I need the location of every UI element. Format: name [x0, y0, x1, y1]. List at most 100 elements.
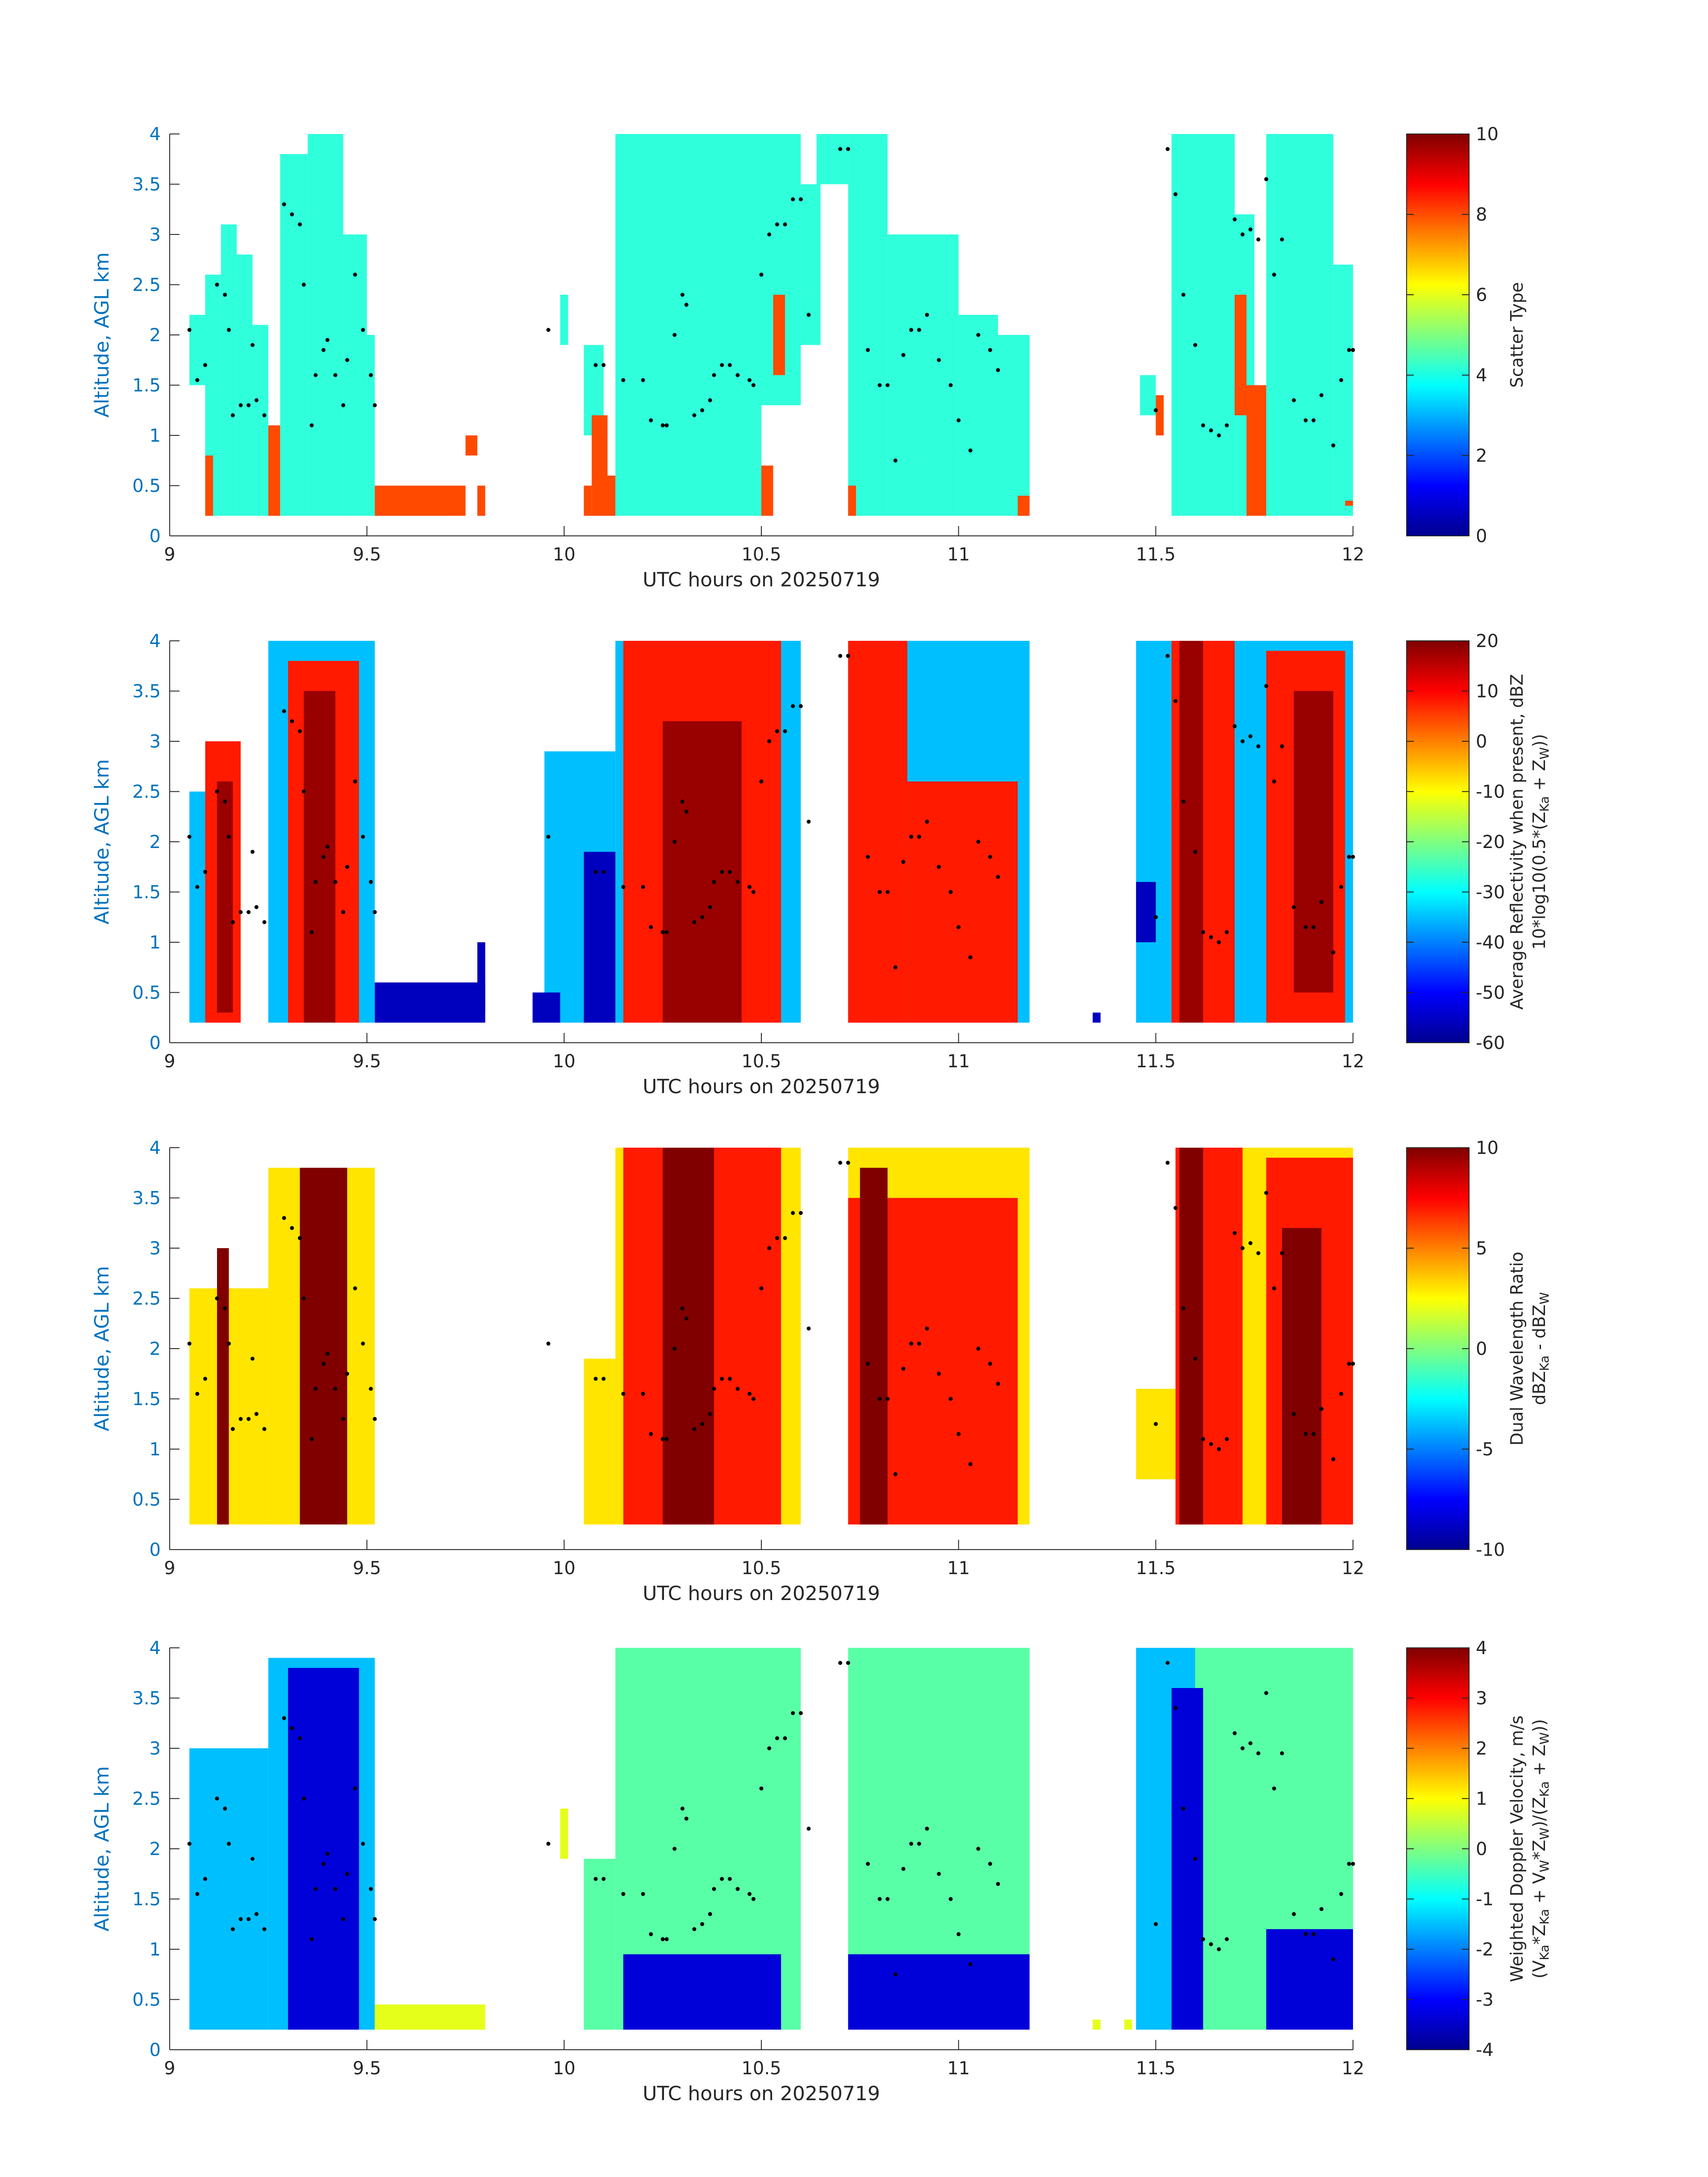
overlay-point [301, 1797, 306, 1801]
overlay-point [282, 1716, 286, 1720]
heatmap-cell [1171, 134, 1187, 516]
x-tick-label: 10.5 [741, 2058, 781, 2079]
overlay-point [215, 1296, 219, 1300]
overlay-point [1264, 1191, 1269, 1195]
overlay-point [223, 799, 227, 804]
heatmap-cell [532, 992, 560, 1023]
x-tick-label: 10.5 [741, 1558, 781, 1579]
overlay-point [775, 1736, 779, 1740]
heatmap-cell [584, 852, 616, 1023]
overlay-point [369, 880, 373, 884]
panel-3-colorbar-label-line2: dBZKa - dBZW [1529, 1292, 1552, 1405]
overlay-point [664, 1437, 669, 1441]
label-subscript: Ka [1537, 1909, 1552, 1925]
overlay-point [1351, 1862, 1355, 1866]
overlay-point [672, 1847, 677, 1851]
overlay-point [641, 1391, 645, 1396]
overlay-point [720, 1377, 724, 1381]
overlay-point [684, 810, 689, 814]
overlay-point [1280, 1251, 1284, 1255]
y-tick-label: 3 [150, 1738, 161, 1759]
overlay-point [345, 1872, 349, 1876]
overlay-point [246, 403, 251, 407]
y-tick-label: 1 [150, 426, 161, 446]
overlay-point [215, 790, 219, 794]
overlay-point [700, 915, 704, 919]
overlay-point [1280, 237, 1284, 242]
overlay-point [996, 1882, 1000, 1886]
overlay-point [227, 835, 231, 839]
overlay-point [748, 885, 752, 889]
overlay-point [361, 835, 365, 839]
overlay-point [968, 955, 973, 960]
overlay-point [298, 1236, 302, 1240]
label-part: )) [1529, 1719, 1549, 1732]
panel-2-colorbar [1406, 640, 1470, 1043]
overlay-point [877, 1397, 882, 1401]
overlay-point [996, 875, 1000, 879]
heatmap-cell [663, 1148, 714, 1525]
x-tick-label: 12 [1342, 2058, 1365, 2079]
overlay-point [1256, 744, 1261, 748]
overlay-point [1303, 925, 1308, 929]
x-tick-label: 9 [164, 1051, 175, 1072]
overlay-point [1181, 1306, 1186, 1311]
overlay-point [187, 1341, 192, 1346]
overlay-point [1351, 348, 1355, 352]
overlay-point [353, 272, 357, 277]
overlay-point [325, 1851, 330, 1856]
colorbar-tick-label: -20 [1476, 832, 1505, 852]
panel-4-colorbar [1406, 1647, 1470, 2050]
overlay-point [309, 930, 314, 934]
overlay-point [238, 1417, 243, 1421]
overlay-point [203, 870, 207, 874]
overlay-point [1181, 799, 1186, 804]
overlay-point [1224, 1437, 1229, 1441]
heatmap-cell [280, 154, 308, 516]
overlay-point [361, 1842, 365, 1846]
overlay-point [712, 1887, 716, 1891]
overlay-point [1209, 428, 1213, 433]
overlay-point [1272, 272, 1276, 277]
overlay-point [909, 835, 914, 839]
overlay-point [230, 1927, 235, 1931]
y-tick-label: 2 [150, 1839, 161, 1859]
overlay-point [917, 1341, 921, 1346]
heatmap-cell [367, 335, 375, 516]
y-tick-label: 1.5 [132, 882, 161, 903]
overlay-point [1153, 915, 1158, 919]
overlay-point [345, 1371, 349, 1376]
overlay-point [372, 403, 377, 407]
overlay-point [791, 704, 795, 708]
overlay-point [988, 1362, 992, 1366]
overlay-point [1303, 1932, 1308, 1936]
label-part: )) [1529, 734, 1549, 747]
overlay-point [1303, 418, 1308, 422]
overlay-point [968, 1462, 973, 1467]
heatmap-cell [958, 315, 998, 516]
heatmap-cell [887, 234, 959, 516]
overlay-point [988, 855, 992, 859]
panel-2: 00.511.522.533.549 9.5 10 10.5 11 11.5 12 UTC … [91, 631, 1552, 1098]
overlay-point [708, 905, 712, 909]
colorbar-tick-label: 0 [1476, 731, 1487, 752]
overlay-point [649, 925, 653, 929]
y-tick-label: 0 [150, 526, 161, 547]
overlay-point [1153, 1922, 1158, 1926]
overlay-point [660, 1437, 665, 1441]
x-tick-label: 9 [164, 1558, 175, 1579]
overlay-point [593, 1877, 598, 1881]
overlay-point [1217, 1447, 1221, 1451]
overlay-point [798, 1711, 803, 1715]
colorbar-tick-label: -1 [1476, 1889, 1494, 1910]
x-tick-label: 9.5 [353, 1051, 381, 1072]
colorbar-tick-label: -2 [1476, 1939, 1494, 1960]
heatmap-cell [848, 485, 856, 516]
heatmap-cell [1124, 2019, 1132, 2030]
overlay-point [246, 1917, 251, 1921]
overlay-point [246, 910, 251, 914]
overlay-point [333, 1887, 338, 1891]
overlay-point [1165, 1661, 1170, 1665]
overlay-point [956, 1432, 961, 1436]
overlay-point [692, 1427, 697, 1431]
